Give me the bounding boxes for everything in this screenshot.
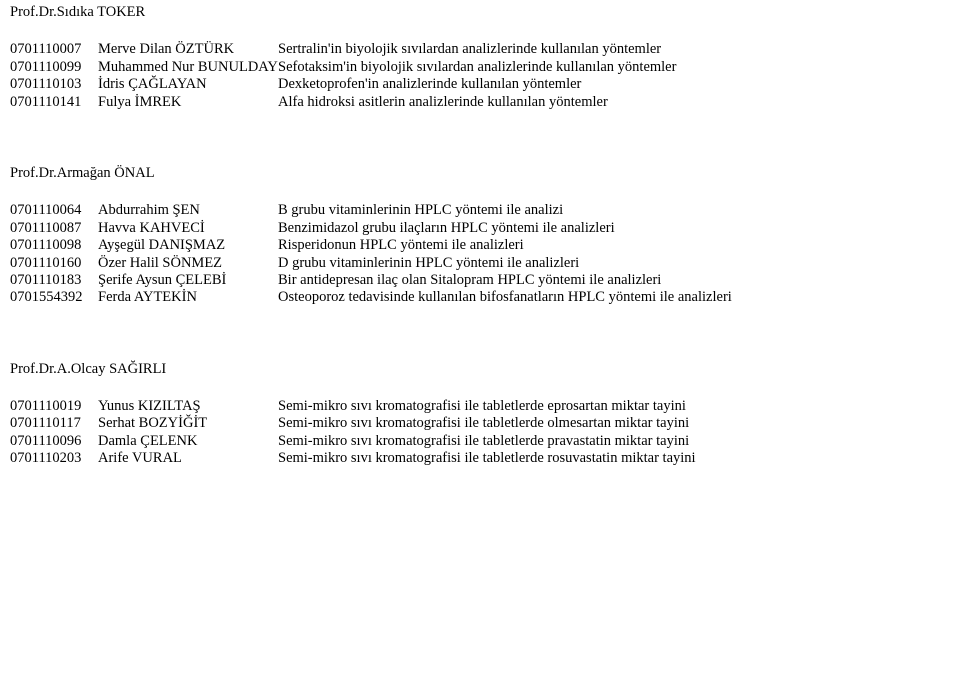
topic-desc: Semi-mikro sıvı kromatografisi ile table… [278,398,696,415]
student-name: Abdurrahim ŞEN [98,202,278,219]
topic-desc: Benzimidazol grubu ilaçların HPLC yöntem… [278,220,732,237]
section-1: Prof.Dr.Sıdıka TOKER 0701110007 Merve Di… [10,4,950,111]
student-id: 0701110007 [10,41,98,58]
student-id: 0701110087 [10,220,98,237]
table-row: 0701554392 Ferda AYTEKİN Osteoporoz teda… [10,289,732,306]
student-id: 0701110183 [10,272,98,289]
document-page: Prof.Dr.Sıdıka TOKER 0701110007 Merve Di… [0,0,960,468]
topic-desc: Semi-mikro sıvı kromatografisi ile table… [278,450,696,467]
topic-desc: Sertralin'in biyolojik sıvılardan analiz… [278,41,676,58]
section-title: Prof.Dr.A.Olcay SAĞIRLI [10,361,950,378]
assignment-table: 0701110007 Merve Dilan ÖZTÜRK Sertralin'… [10,41,676,111]
student-name: Arife VURAL [98,450,278,467]
topic-desc: B grubu vitaminlerinin HPLC yöntemi ile … [278,202,732,219]
topic-desc: Dexketoprofen'in analizlerinde kullanıla… [278,76,676,93]
table-row: 0701110019 Yunus KIZILTAŞ Semi-mikro sıv… [10,398,696,415]
section-2: Prof.Dr.Armağan ÖNAL 0701110064 Abdurrah… [10,165,950,307]
topic-desc: D grubu vitaminlerinin HPLC yöntemi ile … [278,255,732,272]
student-id: 0701110099 [10,59,98,76]
topic-desc: Alfa hidroksi asitlerin analizlerinde ku… [278,94,676,111]
table-row: 0701110141 Fulya İMREK Alfa hidroksi asi… [10,94,676,111]
assignment-table: 0701110064 Abdurrahim ŞEN B grubu vitami… [10,202,732,306]
table-row: 0701110203 Arife VURAL Semi-mikro sıvı k… [10,450,696,467]
student-id: 0701554392 [10,289,98,306]
student-id: 0701110103 [10,76,98,93]
table-row: 0701110098 Ayşegül DANIŞMAZ Risperidonun… [10,237,732,254]
assignment-table: 0701110019 Yunus KIZILTAŞ Semi-mikro sıv… [10,398,696,468]
student-name: Yunus KIZILTAŞ [98,398,278,415]
topic-desc: Semi-mikro sıvı kromatografisi ile table… [278,433,696,450]
student-id: 0701110064 [10,202,98,219]
topic-desc: Semi-mikro sıvı kromatografisi ile table… [278,415,696,432]
student-name: Serhat BOZYİĞİT [98,415,278,432]
student-id: 0701110141 [10,94,98,111]
student-name: Muhammed Nur BUNULDAY [98,59,278,76]
table-row: 0701110160 Özer Halil SÖNMEZ D grubu vit… [10,255,732,272]
student-name: Özer Halil SÖNMEZ [98,255,278,272]
topic-desc: Bir antidepresan ilaç olan Sitalopram HP… [278,272,732,289]
topic-desc: Risperidonun HPLC yöntemi ile analizleri [278,237,732,254]
topic-desc: Osteoporoz tedavisinde kullanılan bifosf… [278,289,732,306]
student-name: İdris ÇAĞLAYAN [98,76,278,93]
student-id: 0701110098 [10,237,98,254]
topic-desc: Sefotaksim'in biyolojik sıvılardan anali… [278,59,676,76]
table-row: 0701110087 Havva KAHVECİ Benzimidazol gr… [10,220,732,237]
student-id: 0701110096 [10,433,98,450]
student-name: Havva KAHVECİ [98,220,278,237]
student-name: Merve Dilan ÖZTÜRK [98,41,278,58]
student-id: 0701110203 [10,450,98,467]
table-row: 0701110064 Abdurrahim ŞEN B grubu vitami… [10,202,732,219]
student-id: 0701110019 [10,398,98,415]
student-name: Şerife Aysun ÇELEBİ [98,272,278,289]
student-id: 0701110160 [10,255,98,272]
student-name: Damla ÇELENK [98,433,278,450]
section-title: Prof.Dr.Armağan ÖNAL [10,165,950,182]
table-row: 0701110117 Serhat BOZYİĞİT Semi-mikro sı… [10,415,696,432]
table-row: 0701110096 Damla ÇELENK Semi-mikro sıvı … [10,433,696,450]
table-row: 0701110183 Şerife Aysun ÇELEBİ Bir antid… [10,272,732,289]
table-row: 0701110007 Merve Dilan ÖZTÜRK Sertralin'… [10,41,676,58]
student-name: Ferda AYTEKİN [98,289,278,306]
student-id: 0701110117 [10,415,98,432]
student-name: Fulya İMREK [98,94,278,111]
table-row: 0701110103 İdris ÇAĞLAYAN Dexketoprofen'… [10,76,676,93]
student-name: Ayşegül DANIŞMAZ [98,237,278,254]
section-title: Prof.Dr.Sıdıka TOKER [10,4,950,21]
table-row: 0701110099 Muhammed Nur BUNULDAY Sefotak… [10,59,676,76]
section-3: Prof.Dr.A.Olcay SAĞIRLI 0701110019 Yunus… [10,361,950,468]
